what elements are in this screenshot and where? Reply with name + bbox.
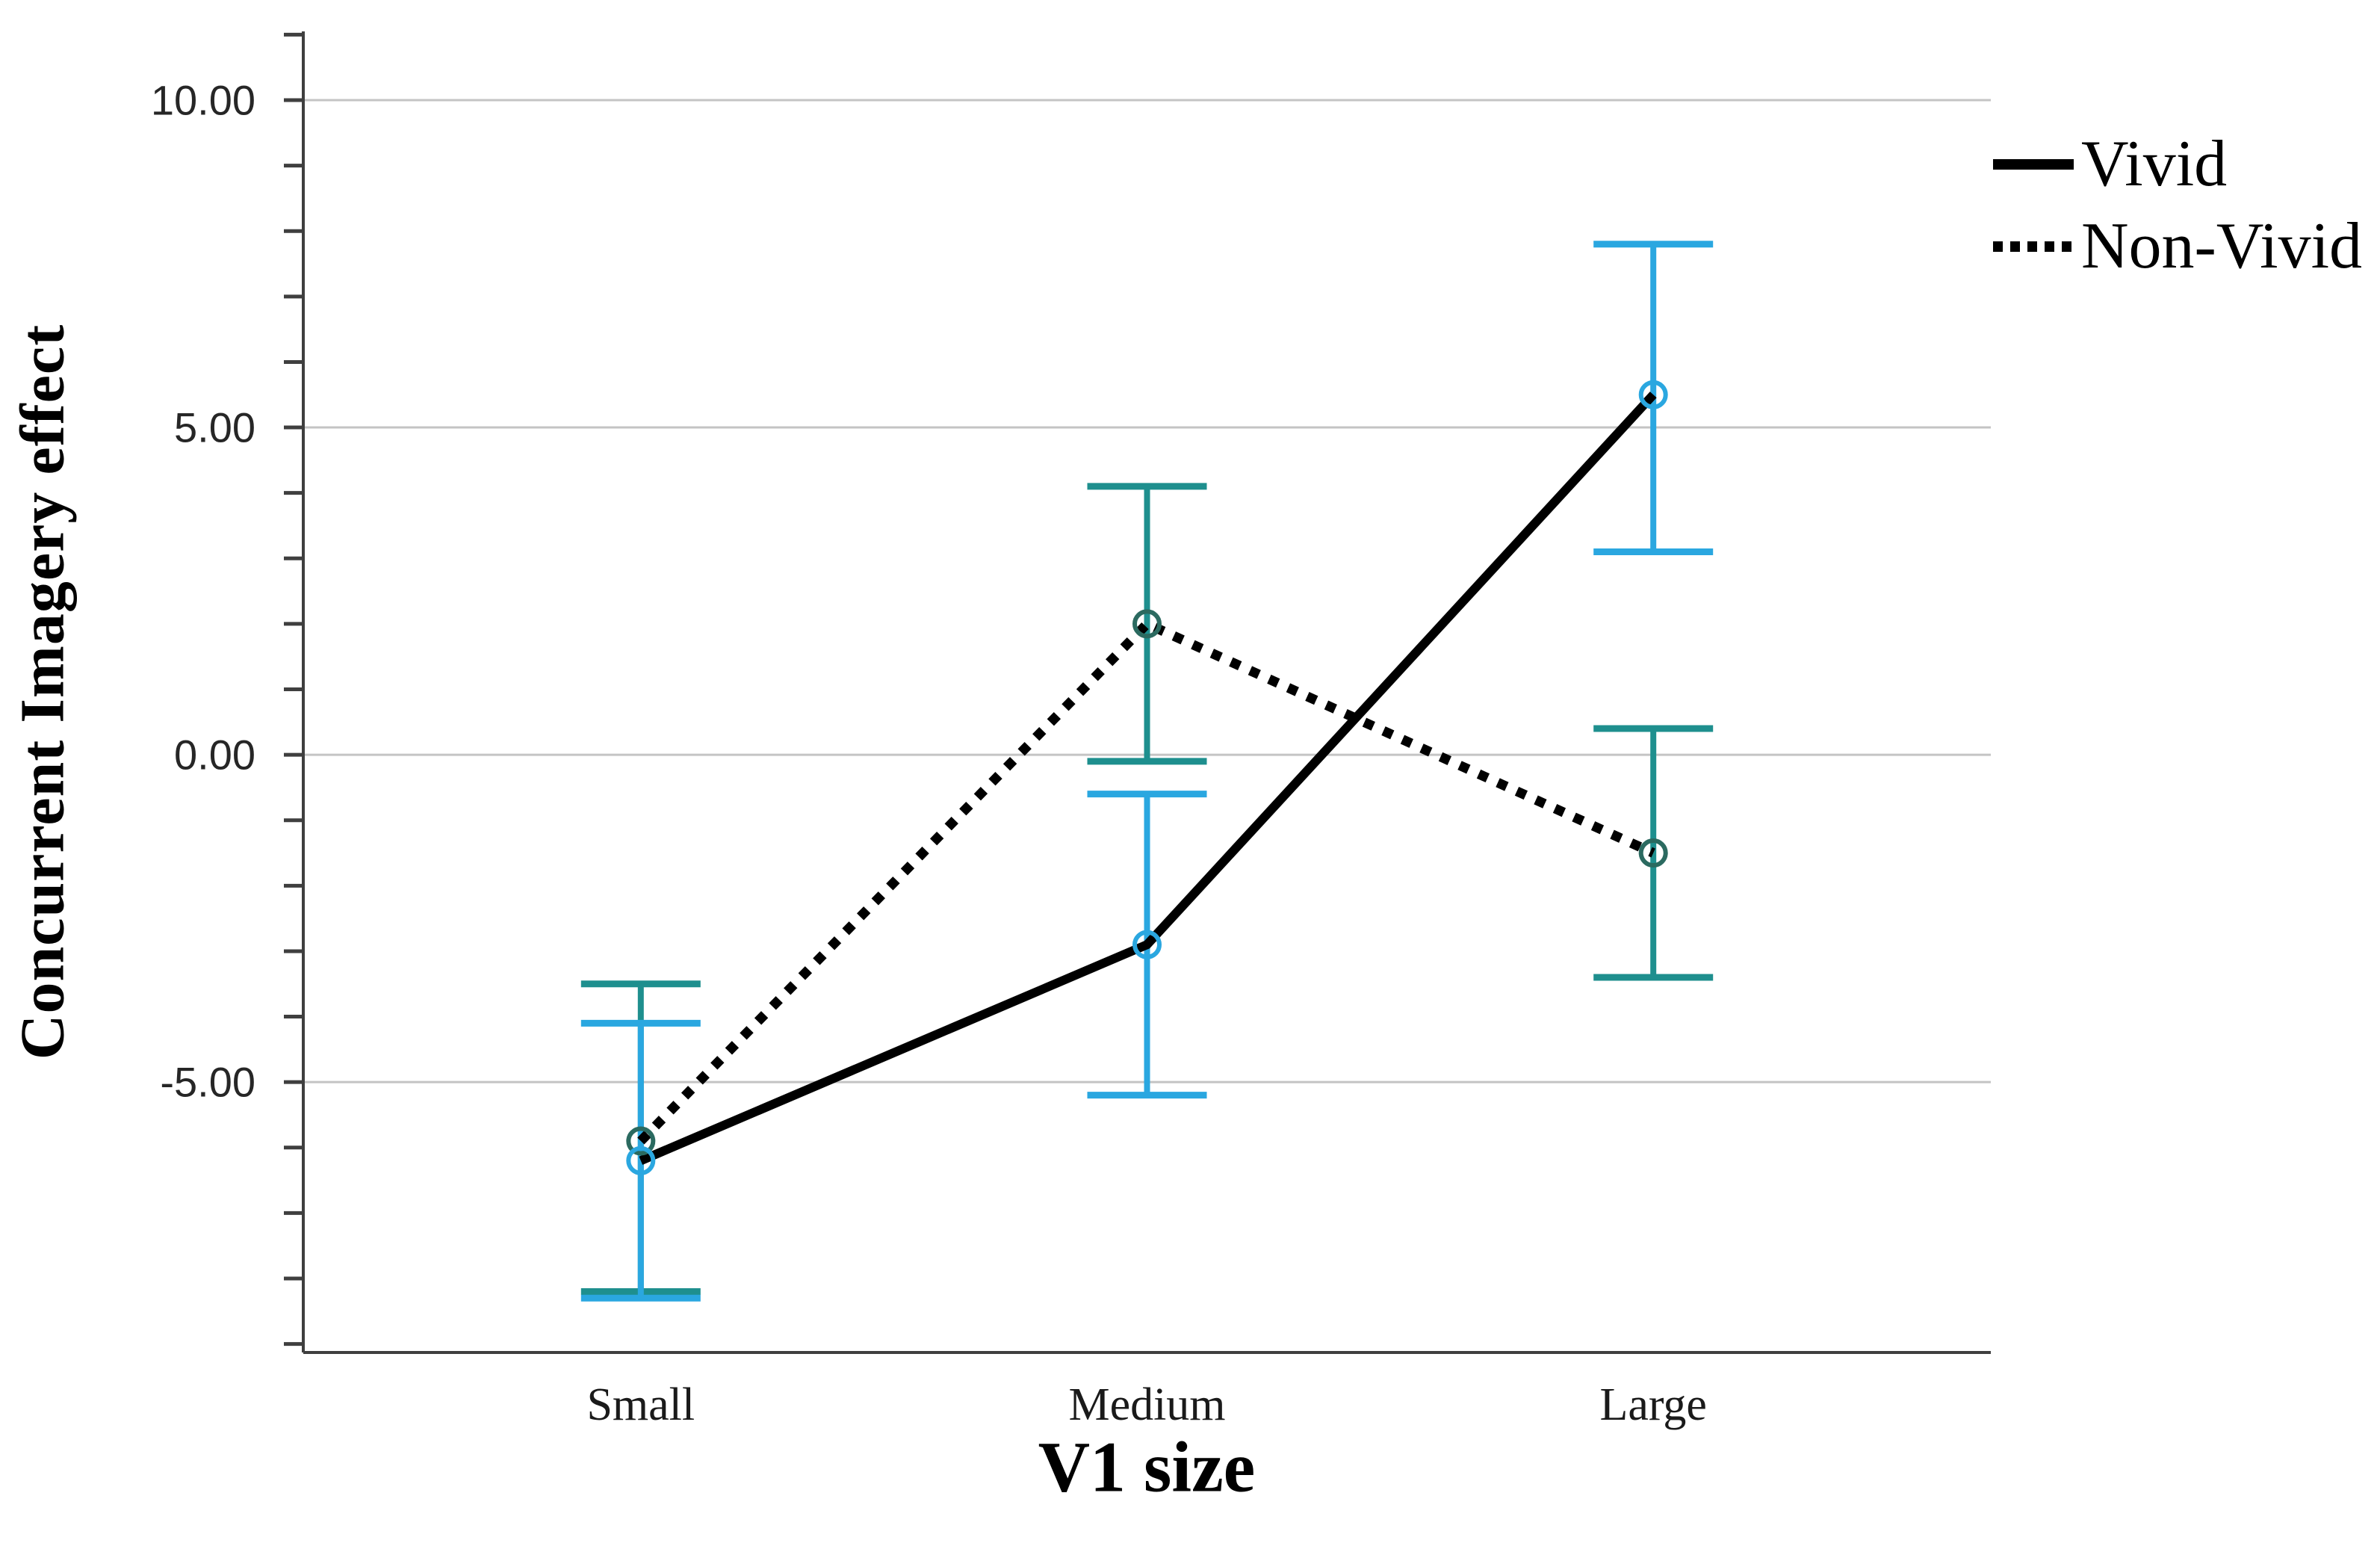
vivid-marker	[1638, 380, 1668, 409]
y-tick-label: -5.00	[160, 1059, 255, 1106]
legend-entry-non-vivid: Non-Vivid	[1993, 211, 2362, 282]
x-tick-label: Large	[1599, 1379, 1706, 1430]
non-vivid-marker	[626, 1126, 656, 1156]
x-tick-label: Small	[586, 1379, 695, 1430]
non-vivid-marker	[1638, 838, 1668, 868]
vivid-marker	[1132, 930, 1162, 959]
legend-label-vivid: Vivid	[2081, 128, 2228, 200]
legend: Vivid Non-Vivid	[1993, 129, 2362, 282]
y-tick-label: 10.00	[151, 76, 255, 123]
legend-label-non-vivid: Non-Vivid	[2081, 210, 2363, 282]
non-vivid-line	[637, 618, 1655, 1145]
vivid-solid-line-sample	[1993, 159, 2074, 170]
non-vivid-marker	[1132, 609, 1162, 639]
x-axis-title: V1 size	[1038, 1426, 1256, 1507]
y-tick-label: 5.00	[174, 404, 255, 451]
vivid-line	[639, 392, 1657, 1165]
y-axis-title: Concurrent Imagery effect	[7, 324, 78, 1060]
y-tick-label: 0.00	[174, 732, 255, 779]
vivid-marker	[626, 1145, 656, 1175]
non-vivid-dotted-line-sample	[1993, 241, 2074, 252]
x-tick-label: Medium	[1068, 1379, 1225, 1430]
legend-entry-vivid: Vivid	[1993, 129, 2362, 200]
